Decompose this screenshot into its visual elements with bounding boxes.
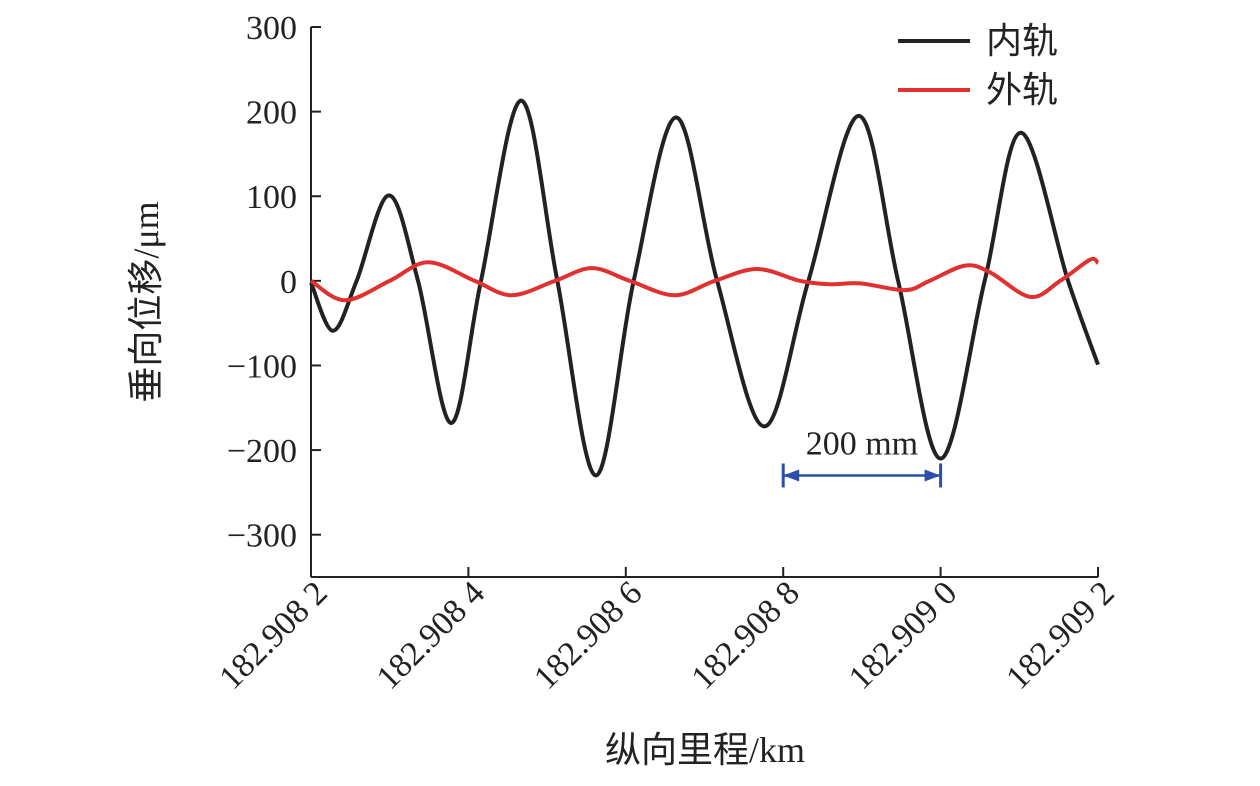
y-tick-label: 300 (246, 10, 297, 47)
x-tick-label: 182.908 8 (685, 574, 807, 696)
x-tick-label: 182.909 0 (842, 574, 964, 696)
y-tick-label: 0 (280, 264, 297, 301)
legend-label: 外轨 (986, 70, 1058, 110)
x-tick-label: 182.908 2 (212, 574, 334, 696)
x-tick-label: 182.908 6 (527, 574, 649, 696)
series-line (309, 256, 1100, 303)
y-tick-label: 200 (246, 95, 297, 132)
x-axis-title: 纵向里程/km (605, 730, 805, 770)
annotation-label: 200 mm (806, 425, 918, 462)
y-axis-title: 垂向位移/μm (126, 201, 166, 402)
y-tick-label: −300 (227, 518, 297, 555)
x-tick-label: 182.909 2 (999, 574, 1121, 696)
y-tick-label: −200 (227, 433, 297, 470)
y-tick-label: 100 (246, 179, 297, 216)
y-tick-label: −100 (227, 348, 297, 385)
annotation-arrowhead (924, 469, 941, 482)
legend-label: 内轨 (986, 21, 1058, 61)
x-tick-label: 182.908 4 (370, 574, 492, 696)
series-line (309, 98, 1100, 478)
annotation-arrowhead (783, 469, 800, 482)
